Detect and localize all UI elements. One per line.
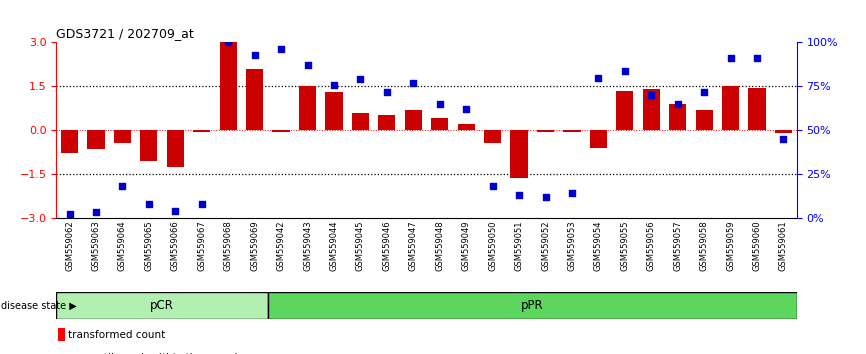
Point <box>459 106 473 112</box>
Point <box>644 92 658 98</box>
Bar <box>722 86 740 130</box>
Bar <box>775 130 792 133</box>
Bar <box>113 130 131 143</box>
Point <box>671 101 685 107</box>
Point <box>221 40 235 45</box>
Point <box>353 76 367 82</box>
Point <box>301 62 314 68</box>
Text: GDS3721 / 202709_at: GDS3721 / 202709_at <box>56 27 194 40</box>
Point <box>591 75 605 80</box>
Point <box>486 183 500 189</box>
Bar <box>564 130 580 132</box>
Point <box>115 183 129 189</box>
Point <box>89 210 103 215</box>
Point <box>168 208 182 213</box>
Bar <box>352 113 369 130</box>
Bar <box>273 130 289 132</box>
Bar <box>669 104 687 130</box>
Point <box>539 194 553 200</box>
Text: disease state ▶: disease state ▶ <box>1 300 76 310</box>
Point <box>275 47 288 52</box>
Bar <box>748 88 766 130</box>
Bar <box>590 130 607 148</box>
Bar <box>378 115 396 130</box>
Bar <box>268 292 797 319</box>
Point <box>142 201 156 206</box>
Bar <box>299 86 316 130</box>
Bar <box>61 130 78 154</box>
Point <box>281 250 295 256</box>
Bar <box>484 130 501 143</box>
Point <box>62 211 76 217</box>
Text: pPR: pPR <box>521 299 544 312</box>
Point <box>618 68 632 73</box>
Bar <box>537 130 554 132</box>
Bar <box>58 328 65 341</box>
Bar <box>87 130 105 149</box>
Bar <box>617 91 633 130</box>
Bar <box>457 124 475 130</box>
Bar <box>431 119 449 130</box>
Bar <box>643 89 660 130</box>
Point <box>565 190 578 196</box>
Text: percentile rank within the sample: percentile rank within the sample <box>68 353 244 354</box>
Point <box>195 201 209 206</box>
Point <box>406 80 420 86</box>
Point <box>750 56 764 61</box>
Point <box>327 82 341 87</box>
Bar <box>220 42 236 130</box>
Bar <box>140 130 158 161</box>
Bar <box>246 69 263 130</box>
Bar <box>193 130 210 132</box>
Point <box>380 89 394 95</box>
Bar <box>404 110 422 130</box>
Bar <box>326 92 343 130</box>
Point <box>248 52 262 58</box>
Point <box>724 56 738 61</box>
Bar <box>56 292 268 319</box>
Point <box>512 192 526 198</box>
Text: pCR: pCR <box>150 299 174 312</box>
Text: transformed count: transformed count <box>68 330 165 339</box>
Bar <box>695 110 713 130</box>
Point <box>433 101 447 107</box>
Bar <box>510 130 527 178</box>
Point <box>697 89 711 95</box>
Point <box>777 136 791 142</box>
Bar <box>166 130 184 167</box>
